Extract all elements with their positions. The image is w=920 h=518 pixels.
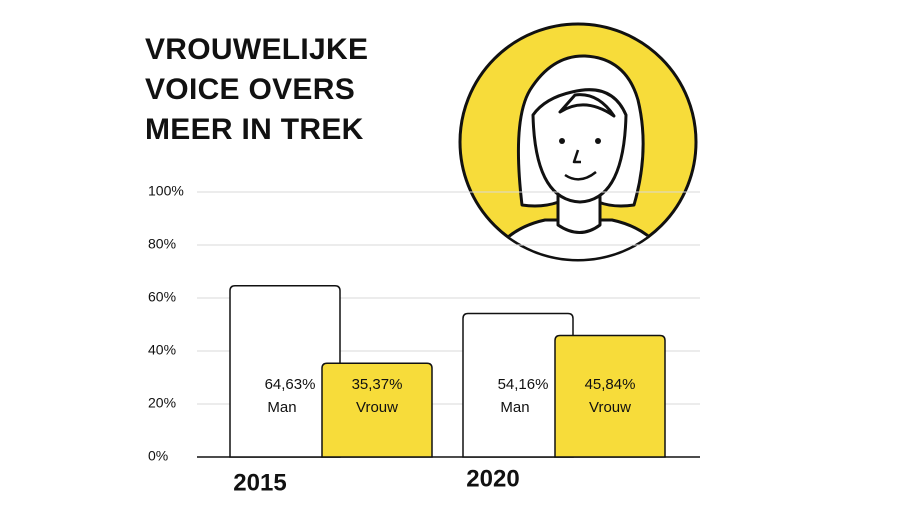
value-label: 54,16% <box>498 376 549 393</box>
chart-title: VROUWELIJKE VOICE OVERS MEER IN TREK <box>145 33 369 146</box>
value-label: 35,37% <box>352 376 403 393</box>
value-label: 45,84% <box>585 376 636 393</box>
bar <box>462 312 574 458</box>
x-tick-label: 2015 <box>233 469 286 496</box>
y-tick-label: 60% <box>148 289 176 305</box>
y-tick-label: 0% <box>148 448 168 464</box>
bar <box>554 334 666 458</box>
y-tick-label: 80% <box>148 236 176 252</box>
series-label: Vrouw <box>356 399 398 416</box>
y-tick-label: 100% <box>148 183 184 199</box>
value-label: 64,63% <box>265 376 316 393</box>
series-label: Man <box>267 399 296 416</box>
bar <box>321 362 433 458</box>
bar <box>229 284 341 458</box>
y-tick-label: 40% <box>148 342 176 358</box>
portrait-illustration <box>458 22 698 262</box>
series-label: Man <box>500 399 529 416</box>
series-label: Vrouw <box>589 399 631 416</box>
x-tick-label: 2020 <box>466 465 519 492</box>
y-tick-label: 20% <box>148 395 176 411</box>
